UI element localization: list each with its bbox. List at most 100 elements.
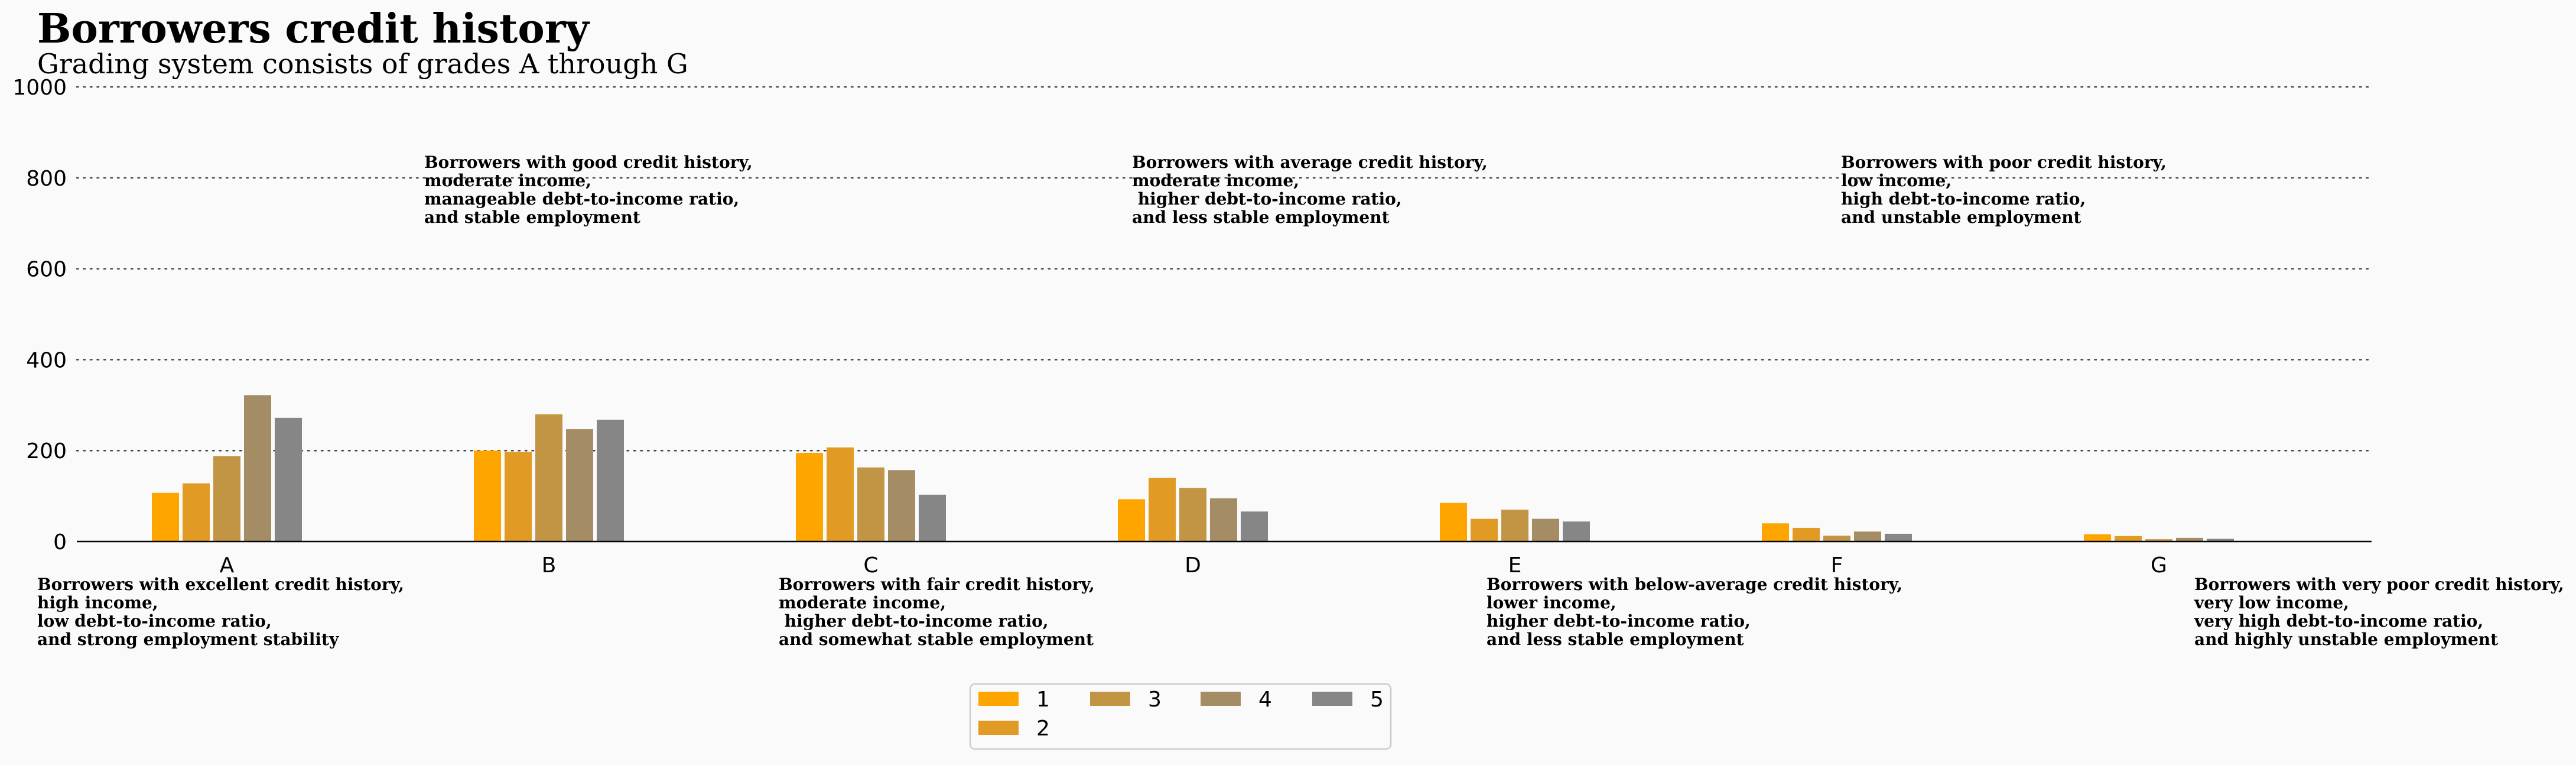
y-tick-label: 200	[26, 439, 67, 463]
bar-D-series-1	[1118, 499, 1145, 542]
x-tick-label: E	[1508, 553, 1522, 578]
annotation-line: and stable employment	[424, 208, 640, 227]
bar-G-series-3	[2145, 539, 2172, 542]
legend-label: 3	[1148, 688, 1162, 712]
annotation-line: Borrowers with very poor credit history,	[2194, 575, 2564, 594]
bar-E-series-3	[1501, 510, 1528, 542]
bar-C-series-4	[888, 470, 915, 542]
bars	[152, 395, 2234, 542]
bar-G-series-4	[2176, 537, 2203, 542]
x-tick-label: D	[1185, 553, 1201, 578]
bar-A-series-4	[244, 395, 271, 542]
legend-swatch-5	[1312, 692, 1352, 706]
bar-E-series-2	[1471, 518, 1498, 542]
annotation-line: higher debt-to-income ratio,	[1132, 189, 1402, 209]
annotation-line: and less stable employment	[1132, 208, 1390, 227]
annotation-line: low debt-to-income ratio,	[37, 611, 272, 631]
annotation-grade-G: Borrowers with very poor credit history,…	[2194, 575, 2564, 649]
legend-swatch-1	[978, 692, 1019, 706]
legend-label: 5	[1370, 688, 1384, 712]
bar-D-series-5	[1241, 511, 1268, 542]
bar-E-series-1	[1440, 503, 1467, 542]
bar-F-series-2	[1793, 527, 1820, 542]
bar-A-series-2	[183, 483, 210, 542]
bar-F-series-4	[1854, 531, 1881, 542]
annotation-line: very low income,	[2194, 593, 2349, 612]
chart-subtitle: Grading system consists of grades A thro…	[37, 48, 688, 80]
bar-B-series-2	[505, 452, 532, 542]
bar-A-series-3	[213, 456, 240, 542]
annotation-line: and less stable employment	[1487, 630, 1744, 649]
annotation-grade-C: Borrowers with fair credit history, moder…	[779, 575, 1095, 649]
annotation-line: and strong employment stability	[37, 630, 339, 649]
bar-G-series-5	[2207, 539, 2234, 542]
legend-swatch-3	[1090, 692, 1130, 706]
annotation-line: moderate income,	[1132, 171, 1299, 190]
x-tick-label: A	[220, 553, 235, 578]
legend-label: 2	[1036, 717, 1050, 741]
bar-G-series-1	[2084, 534, 2111, 542]
bar-D-series-4	[1210, 498, 1237, 542]
bar-D-series-2	[1149, 478, 1176, 542]
annotation-grade-A: Borrowers with excellent credit history,…	[37, 575, 404, 649]
bar-B-series-3	[535, 414, 562, 542]
bar-D-series-3	[1179, 488, 1206, 542]
x-tick-label: F	[1831, 553, 1843, 578]
legend-frame	[969, 683, 1392, 750]
bar-F-series-1	[1762, 523, 1789, 542]
bar-C-series-2	[827, 447, 854, 542]
bar-F-series-5	[1885, 533, 1912, 542]
annotation-line: lower income,	[1487, 593, 1616, 612]
annotation-line: Borrowers with good credit history,	[424, 153, 753, 172]
annotation-line: moderate income,	[424, 171, 591, 190]
annotation-grade-F: Borrowers with poor credit history, low i…	[1841, 153, 2167, 227]
annotation-line: higher debt-to-income ratio,	[1487, 611, 1751, 631]
legend-swatch-4	[1201, 692, 1241, 706]
annotation-line: Borrowers with fair credit history,	[779, 575, 1095, 594]
annotation-line: higher debt-to-income ratio,	[779, 611, 1049, 631]
bar-A-series-1	[152, 492, 179, 542]
legend-label: 1	[1036, 688, 1050, 712]
annotation-line: Borrowers with poor credit history,	[1841, 153, 2167, 172]
y-tick-label: 400	[26, 348, 67, 372]
bar-A-series-5	[275, 417, 302, 542]
bar-B-series-1	[474, 450, 501, 542]
y-tick-label: 800	[26, 167, 67, 191]
y-tick-label: 600	[26, 258, 67, 282]
bar-B-series-5	[597, 419, 624, 542]
legend-label: 4	[1258, 688, 1272, 712]
y-tick-label: 0	[53, 530, 67, 555]
y-axis-ticks: 0 200 400 600 800 1000	[12, 76, 67, 555]
bar-C-series-5	[919, 494, 946, 542]
annotation-line: and unstable employment	[1841, 208, 2081, 227]
x-tick-label: B	[542, 553, 557, 578]
annotation-grade-B: Borrowers with good credit history, moder…	[424, 153, 753, 227]
annotation-line: and highly unstable employment	[2194, 630, 2498, 649]
x-tick-label: G	[2151, 553, 2167, 578]
annotation-line: Borrowers with excellent credit history,	[37, 575, 404, 594]
legend-swatch-2	[978, 721, 1019, 735]
annotation-line: high income,	[37, 593, 158, 612]
bar-C-series-3	[857, 467, 884, 542]
bar-C-series-1	[796, 453, 823, 542]
annotation-line: moderate income,	[779, 593, 946, 612]
annotation-line: Borrowers with below-average credit hist…	[1487, 575, 1902, 594]
x-tick-label: C	[863, 553, 878, 578]
annotation-line: low income,	[1841, 171, 1951, 190]
chart-title: Borrowers credit history	[37, 5, 591, 53]
bar-G-series-2	[2115, 536, 2142, 542]
legend: 1 2 3 4 5	[969, 683, 1392, 750]
annotations: Borrowers with excellent credit history,…	[37, 153, 2564, 649]
bar-E-series-4	[1532, 518, 1559, 542]
annotation-line: manageable debt-to-income ratio,	[424, 189, 739, 209]
annotation-line: and somewhat stable employment	[779, 630, 1094, 649]
y-tick-label: 1000	[12, 76, 67, 100]
x-axis-ticks: A B C D E F G	[220, 553, 2167, 578]
annotation-grade-D: Borrowers with average credit history, mo…	[1132, 153, 1488, 227]
annotation-line: Borrowers with average credit history,	[1132, 153, 1488, 172]
bar-B-series-4	[566, 429, 593, 542]
gridlines	[76, 86, 2373, 452]
annotation-line: high debt-to-income ratio,	[1841, 189, 2086, 209]
annotation-line: very high debt-to-income ratio,	[2194, 611, 2483, 631]
